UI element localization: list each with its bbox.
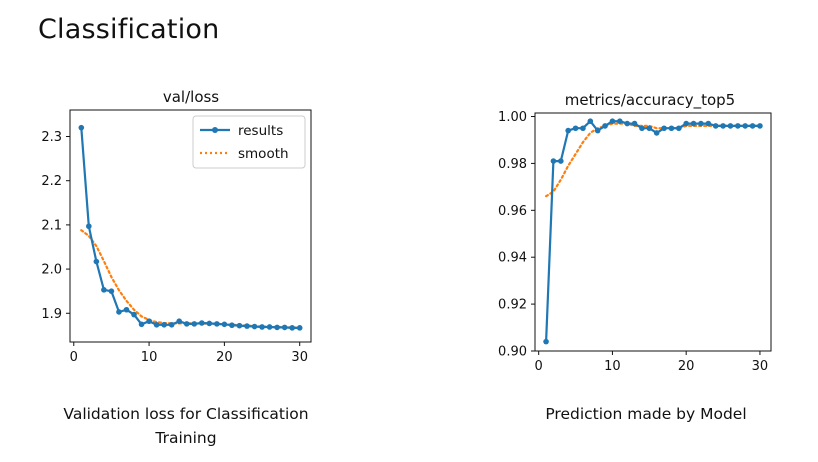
series-results-point <box>558 158 564 164</box>
series-results-point <box>757 123 763 129</box>
series-results-point <box>289 325 295 331</box>
series-results-point <box>668 125 675 132</box>
series-results-point <box>543 338 549 345</box>
series-results-point <box>176 318 183 325</box>
y-tick-label: 2.0 <box>41 263 62 278</box>
chart-title: val/loss <box>163 88 219 106</box>
x-tick-label: 20 <box>678 359 695 370</box>
series-results-point <box>93 258 100 265</box>
legend-results-label: results <box>238 123 283 139</box>
series-results-point <box>221 321 228 328</box>
series-results-point <box>138 321 145 328</box>
series-results-point <box>183 321 190 327</box>
series-results-point <box>683 120 689 127</box>
series-results-point <box>661 125 667 132</box>
series-results-point <box>550 158 557 164</box>
series-results-point <box>281 324 288 331</box>
y-tick-label: 0.94 <box>498 251 527 266</box>
axes-frame <box>534 112 772 352</box>
x-tick-label: 10 <box>141 350 158 365</box>
series-results-point <box>676 125 682 132</box>
page-title: Classification <box>38 14 220 45</box>
series-results-point <box>229 322 235 329</box>
x-tick-label: 30 <box>752 359 769 370</box>
series-results-point <box>602 123 608 129</box>
plot-area: 0 10 20 30 1.9 2.0 2.1 2.2 2.3 <box>41 109 312 365</box>
series-results-point <box>244 323 250 329</box>
x-tick-label: 30 <box>291 350 308 365</box>
series-results-point <box>266 324 273 330</box>
left-chart-caption: Validation loss for Classification Train… <box>63 405 309 447</box>
legend-smooth-label: smooth <box>238 146 289 162</box>
series-smooth-line <box>544 122 761 198</box>
right-chart-caption: Prediction made by Model <box>545 405 747 423</box>
series-results-point <box>572 125 579 132</box>
series-results-point <box>131 311 137 318</box>
series-results-point <box>168 321 175 328</box>
y-tick-label: 0.96 <box>498 204 527 219</box>
series-results-point <box>153 321 160 328</box>
series-results-line <box>545 120 760 342</box>
series-results-point <box>705 120 712 127</box>
series-results-point <box>639 125 645 132</box>
chart-legend: results smooth <box>192 115 306 169</box>
val-loss-chart: val/loss 0 10 20 30 1.9 2.0 2.1 2.2 2.3 results … <box>41 88 312 365</box>
series-results-point <box>108 288 115 294</box>
series-results-point <box>296 325 303 331</box>
series-results-point <box>123 306 130 313</box>
series-results-point <box>712 123 719 129</box>
series-results-point <box>214 321 220 327</box>
series-results-point <box>735 123 741 129</box>
series-results-point <box>78 124 85 131</box>
series-results-point <box>161 321 167 328</box>
y-tick-label: 0.90 <box>498 345 527 360</box>
series-results-point <box>609 118 616 125</box>
series-results-point <box>594 127 601 134</box>
series-results-point <box>587 118 594 125</box>
x-tick-label: 0 <box>70 350 78 365</box>
accuracy-top5-chart: metrics/accuracy_top5 0 10 20 30 0.90 0.92 0.9… <box>498 91 772 370</box>
series-results-point <box>236 322 243 329</box>
series-results-point <box>101 287 107 293</box>
series-results-point <box>251 323 258 330</box>
series-results-point <box>191 321 198 327</box>
series-results-point <box>624 120 630 127</box>
series-results-point <box>617 118 623 125</box>
y-tick-label: 2.3 <box>41 130 62 145</box>
series-results-point <box>565 127 571 134</box>
y-tick-label: 2.1 <box>41 218 62 233</box>
series-results-point <box>742 123 748 129</box>
series-results-point <box>698 120 704 127</box>
chart-title: metrics/accuracy_top5 <box>565 91 735 110</box>
series-results-point <box>274 324 280 331</box>
y-tick-label: 1.9 <box>41 307 62 322</box>
series-results-point <box>653 130 660 136</box>
x-tick-label: 20 <box>216 350 233 365</box>
x-tick-label: 0 <box>535 359 543 370</box>
series-results-point <box>720 123 726 129</box>
series-results-point <box>206 320 213 327</box>
plot-area: 0 10 20 30 0.90 0.92 0.94 0.96 0.98 1.00 <box>498 110 772 370</box>
series-results-point <box>146 318 152 325</box>
series-results-point <box>646 125 653 132</box>
y-tick-label: 0.98 <box>498 157 527 172</box>
series-smooth-line <box>80 229 301 329</box>
series-results-point <box>749 123 756 129</box>
y-tick-label: 1.00 <box>498 110 527 125</box>
legend-results-marker <box>212 127 218 133</box>
series-results-point <box>631 120 638 127</box>
y-tick-label: 2.2 <box>41 174 62 189</box>
series-results-point <box>198 320 205 326</box>
series-results-point <box>690 120 697 127</box>
series-results-point <box>116 309 122 315</box>
series-results-point <box>727 123 734 129</box>
series-results-point <box>86 223 92 230</box>
series-results-point <box>580 125 586 132</box>
series-results-point <box>259 324 265 330</box>
y-tick-label: 0.92 <box>498 298 527 313</box>
axes-frame <box>69 109 312 343</box>
x-tick-label: 10 <box>604 359 621 370</box>
